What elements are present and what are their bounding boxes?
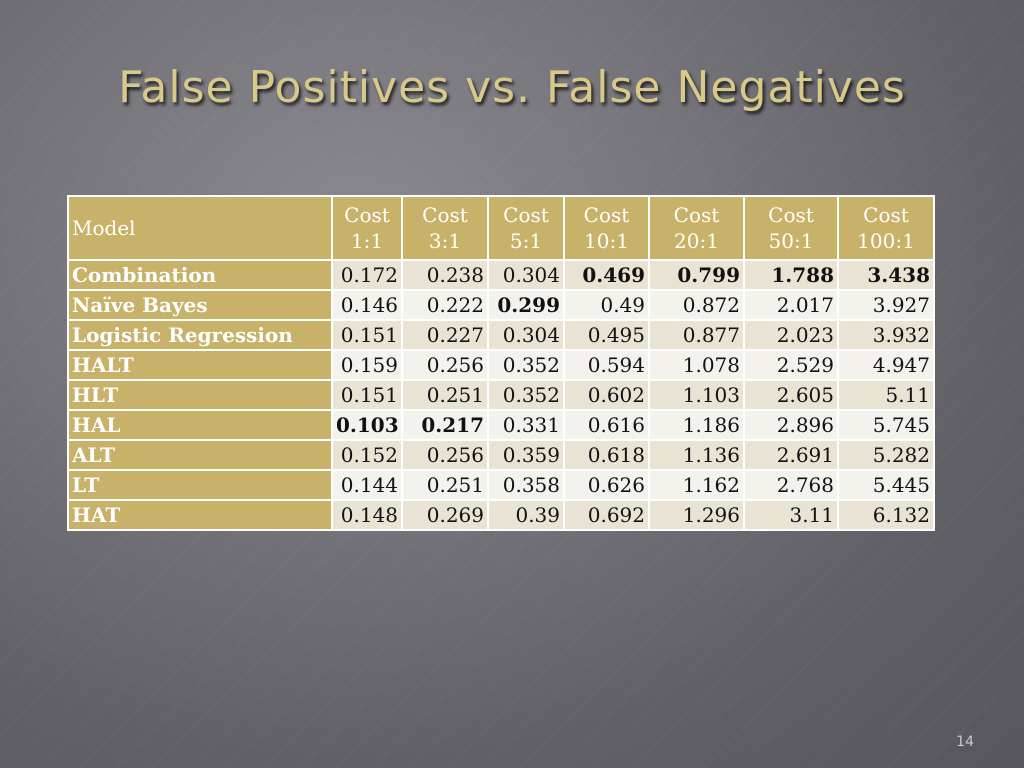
model-name-cell: Logistic Regression: [67, 319, 333, 351]
value-cell: 6.132: [837, 499, 935, 531]
value-cell: 0.304: [487, 319, 565, 351]
value-cell: 1.296: [648, 499, 745, 531]
model-name-cell: Combination: [67, 259, 333, 291]
value-cell: 0.469: [563, 259, 650, 291]
value-cell: 2.605: [743, 379, 839, 411]
value-cell: 0.269: [401, 499, 489, 531]
value-cell: 3.927: [837, 289, 935, 321]
value-cell: 0.103: [331, 409, 403, 441]
value-cell: 1.136: [648, 439, 745, 471]
value-cell: 0.39: [487, 499, 565, 531]
value-cell: 0.256: [401, 439, 489, 471]
model-name-cell: HAT: [67, 499, 333, 531]
value-cell: 5.745: [837, 409, 935, 441]
value-cell: 0.877: [648, 319, 745, 351]
value-cell: 2.896: [743, 409, 839, 441]
value-cell: 0.144: [331, 469, 403, 501]
table-body: Combination 0.172 0.238 0.304 0.469 0.799 1.78…: [67, 259, 935, 531]
value-cell: 0.251: [401, 379, 489, 411]
value-cell: 0.151: [331, 319, 403, 351]
column-header-cost: Cost 1:1: [331, 195, 403, 261]
value-cell: 0.299: [487, 289, 565, 321]
model-name-cell: HLT: [67, 379, 333, 411]
value-cell: 1.103: [648, 379, 745, 411]
value-cell: 0.217: [401, 409, 489, 441]
value-cell: 5.282: [837, 439, 935, 471]
table-row: HAT 0.148 0.269 0.39 0.692 1.296 3.11 6.132: [67, 499, 935, 531]
value-cell: 0.352: [487, 349, 565, 381]
results-table-container: Model Cost 1:1 Cost 3:1 Cost 5:1 Cost 10…: [67, 195, 935, 531]
value-cell: 0.227: [401, 319, 489, 351]
column-header-model: Model: [67, 195, 333, 261]
value-cell: 0.872: [648, 289, 745, 321]
column-header-cost: Cost 3:1: [401, 195, 489, 261]
value-cell: 0.304: [487, 259, 565, 291]
value-cell: 0.238: [401, 259, 489, 291]
column-header-cost: Cost 100:1: [837, 195, 935, 261]
model-name-cell: Naïve Bayes: [67, 289, 333, 321]
value-cell: 0.602: [563, 379, 650, 411]
column-header-cost: Cost 5:1: [487, 195, 565, 261]
value-cell: 0.222: [401, 289, 489, 321]
table-row: LT 0.144 0.251 0.358 0.626 1.162 2.768 5.445: [67, 469, 935, 501]
value-cell: 0.148: [331, 499, 403, 531]
value-cell: 1.186: [648, 409, 745, 441]
value-cell: 0.159: [331, 349, 403, 381]
value-cell: 0.618: [563, 439, 650, 471]
value-cell: 0.331: [487, 409, 565, 441]
value-cell: 0.256: [401, 349, 489, 381]
value-cell: 0.172: [331, 259, 403, 291]
table-row: HLT 0.151 0.251 0.352 0.602 1.103 2.605 5.11: [67, 379, 935, 411]
model-name-cell: LT: [67, 469, 333, 501]
value-cell: 0.146: [331, 289, 403, 321]
value-cell: 3.11: [743, 499, 839, 531]
slide-title: False Positives vs. False Negatives: [118, 62, 906, 113]
value-cell: 4.947: [837, 349, 935, 381]
column-header-cost: Cost 10:1: [563, 195, 650, 261]
value-cell: 1.788: [743, 259, 839, 291]
column-header-cost: Cost 50:1: [743, 195, 839, 261]
results-table: Model Cost 1:1 Cost 3:1 Cost 5:1 Cost 10…: [67, 195, 935, 531]
value-cell: 0.152: [331, 439, 403, 471]
value-cell: 0.358: [487, 469, 565, 501]
value-cell: 2.691: [743, 439, 839, 471]
table-row: Combination 0.172 0.238 0.304 0.469 0.799 1.78…: [67, 259, 935, 291]
table-row: Naïve Bayes 0.146 0.222 0.299 0.49 0.872 2.017…: [67, 289, 935, 321]
model-name-cell: HALT: [67, 349, 333, 381]
page-number: 14: [956, 734, 974, 750]
value-cell: 0.616: [563, 409, 650, 441]
value-cell: 1.162: [648, 469, 745, 501]
value-cell: 0.799: [648, 259, 745, 291]
table-row: HALT 0.159 0.256 0.352 0.594 1.078 2.529 4.947: [67, 349, 935, 381]
table-row: HAL 0.103 0.217 0.331 0.616 1.186 2.896 5.745: [67, 409, 935, 441]
value-cell: 5.445: [837, 469, 935, 501]
table-header-row: Model Cost 1:1 Cost 3:1 Cost 5:1 Cost 10…: [67, 195, 935, 261]
value-cell: 3.932: [837, 319, 935, 351]
value-cell: 0.49: [563, 289, 650, 321]
value-cell: 2.529: [743, 349, 839, 381]
value-cell: 5.11: [837, 379, 935, 411]
table-row: ALT 0.152 0.256 0.359 0.618 1.136 2.691 5.282: [67, 439, 935, 471]
column-header-cost: Cost 20:1: [648, 195, 745, 261]
table-row: Logistic Regression 0.151 0.227 0.304 0.495 0…: [67, 319, 935, 351]
value-cell: 0.151: [331, 379, 403, 411]
value-cell: 0.352: [487, 379, 565, 411]
model-name-cell: HAL: [67, 409, 333, 441]
value-cell: 3.438: [837, 259, 935, 291]
value-cell: 0.359: [487, 439, 565, 471]
model-name-cell: ALT: [67, 439, 333, 471]
value-cell: 0.692: [563, 499, 650, 531]
value-cell: 2.768: [743, 469, 839, 501]
value-cell: 0.495: [563, 319, 650, 351]
value-cell: 1.078: [648, 349, 745, 381]
value-cell: 0.594: [563, 349, 650, 381]
value-cell: 0.626: [563, 469, 650, 501]
value-cell: 0.251: [401, 469, 489, 501]
value-cell: 2.023: [743, 319, 839, 351]
value-cell: 2.017: [743, 289, 839, 321]
